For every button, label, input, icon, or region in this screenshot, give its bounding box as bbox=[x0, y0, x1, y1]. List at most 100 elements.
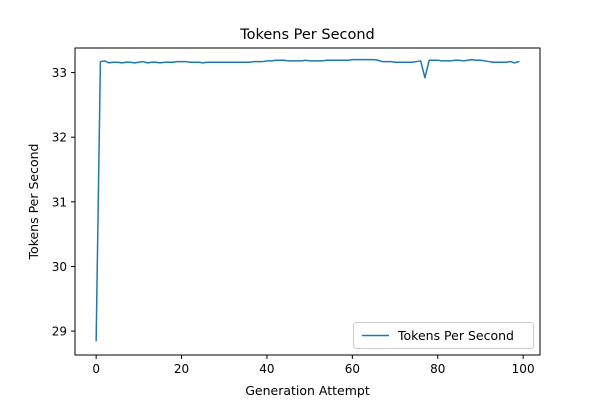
data-point bbox=[215, 61, 217, 63]
data-point bbox=[317, 60, 319, 62]
data-point bbox=[369, 59, 371, 61]
data-point bbox=[142, 61, 144, 63]
data-point bbox=[241, 61, 243, 63]
data-point bbox=[121, 62, 123, 64]
data-point bbox=[181, 61, 183, 63]
legend-label-tokens-per-second: Tokens Per Second bbox=[397, 328, 514, 343]
data-point bbox=[407, 61, 409, 63]
data-point bbox=[262, 61, 264, 63]
data-point bbox=[424, 77, 426, 79]
data-point bbox=[403, 61, 405, 63]
y-tick-label: 32 bbox=[52, 131, 67, 145]
data-point bbox=[381, 61, 383, 63]
data-point bbox=[112, 61, 114, 63]
data-point bbox=[189, 61, 191, 63]
data-point bbox=[416, 61, 418, 63]
x-tick-label: 40 bbox=[259, 362, 274, 376]
data-point bbox=[386, 61, 388, 63]
data-point bbox=[463, 60, 465, 62]
data-point bbox=[441, 60, 443, 62]
y-tick-label: 33 bbox=[52, 66, 67, 80]
data-point bbox=[492, 61, 494, 63]
data-point bbox=[518, 61, 520, 63]
data-point bbox=[134, 62, 136, 64]
x-axis-label: Generation Attempt bbox=[245, 383, 370, 398]
data-point bbox=[347, 60, 349, 62]
data-point bbox=[104, 60, 106, 62]
data-point bbox=[450, 60, 452, 62]
data-point bbox=[458, 60, 460, 62]
x-axis: 0 20 40 60 80 100 bbox=[92, 355, 535, 376]
data-point bbox=[390, 61, 392, 63]
data-point bbox=[164, 61, 166, 63]
data-point bbox=[185, 61, 187, 63]
data-point bbox=[471, 59, 473, 61]
data-point bbox=[343, 60, 345, 62]
data-point bbox=[279, 60, 281, 62]
data-point bbox=[228, 61, 230, 63]
data-point bbox=[454, 60, 456, 62]
data-point bbox=[194, 61, 196, 63]
data-point bbox=[232, 61, 234, 63]
data-point bbox=[275, 60, 277, 62]
x-tick-label: 0 bbox=[92, 362, 100, 376]
data-point bbox=[428, 60, 430, 62]
data-point bbox=[159, 62, 161, 64]
x-tick-label: 20 bbox=[174, 362, 189, 376]
data-point bbox=[510, 61, 512, 63]
data-point bbox=[373, 59, 375, 61]
x-tick-label: 60 bbox=[345, 362, 360, 376]
chart-title: Tokens Per Second bbox=[239, 27, 375, 43]
data-point bbox=[480, 60, 482, 62]
data-point bbox=[292, 60, 294, 62]
data-point bbox=[249, 61, 251, 63]
data-point bbox=[108, 62, 110, 64]
data-point bbox=[309, 60, 311, 62]
data-point bbox=[377, 60, 379, 62]
data-point bbox=[155, 61, 157, 63]
data-point bbox=[394, 61, 396, 63]
data-point bbox=[130, 61, 132, 63]
series-line-tokens-per-second bbox=[95, 58, 520, 342]
y-tick-label: 30 bbox=[52, 260, 67, 274]
data-point bbox=[313, 60, 315, 62]
data-point bbox=[147, 62, 149, 64]
data-point bbox=[356, 59, 358, 61]
data-point bbox=[151, 61, 153, 63]
data-point bbox=[364, 59, 366, 61]
data-point bbox=[288, 60, 290, 62]
data-point bbox=[296, 60, 298, 62]
data-point bbox=[236, 61, 238, 63]
data-point bbox=[514, 62, 516, 64]
data-point bbox=[339, 60, 341, 62]
data-point bbox=[437, 60, 439, 62]
legend-box bbox=[353, 322, 534, 349]
x-tick-label: 100 bbox=[512, 362, 535, 376]
data-point bbox=[497, 61, 499, 63]
series-layer bbox=[95, 58, 520, 342]
data-point bbox=[117, 61, 119, 63]
data-point bbox=[266, 60, 268, 62]
y-tick-label: 29 bbox=[52, 325, 67, 339]
x-tick-label: 80 bbox=[430, 362, 445, 376]
data-point bbox=[300, 60, 302, 62]
data-point bbox=[177, 61, 179, 63]
data-point bbox=[270, 60, 272, 62]
data-point bbox=[95, 340, 97, 342]
data-point bbox=[211, 61, 213, 63]
data-point bbox=[326, 60, 328, 62]
data-point bbox=[258, 61, 260, 63]
legend: Tokens Per Second bbox=[353, 322, 534, 349]
data-point bbox=[322, 60, 324, 62]
data-point bbox=[305, 60, 307, 62]
data-point bbox=[501, 61, 503, 63]
y-axis-label: Tokens Per Second bbox=[26, 144, 41, 261]
data-point bbox=[467, 60, 469, 62]
data-point bbox=[202, 62, 204, 64]
data-point bbox=[219, 61, 221, 63]
data-point bbox=[198, 61, 200, 63]
data-point bbox=[100, 61, 102, 63]
data-point bbox=[433, 60, 435, 62]
data-point bbox=[172, 61, 174, 63]
